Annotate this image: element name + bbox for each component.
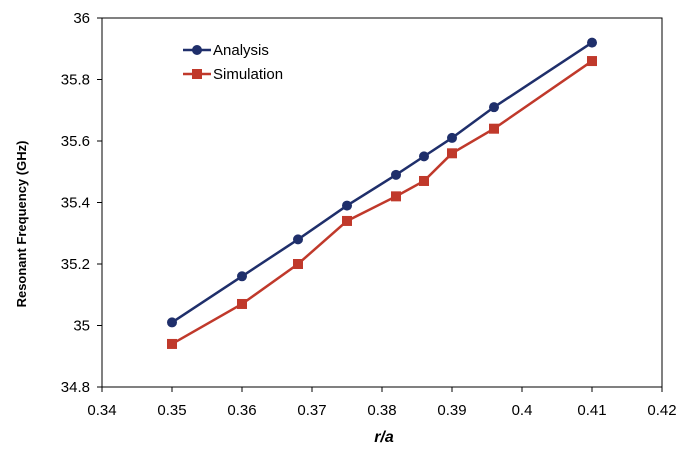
x-tick-label: 0.39 xyxy=(437,402,466,419)
x-tick-label: 0.41 xyxy=(577,402,606,419)
y-tick-label: 34.8 xyxy=(61,379,90,396)
legend-item-analysis: Analysis xyxy=(183,42,269,59)
series-layer xyxy=(167,37,597,349)
data-point xyxy=(391,169,401,180)
data-point xyxy=(587,37,597,48)
data-point xyxy=(447,148,457,159)
data-point xyxy=(167,317,177,328)
x-tick-label: 0.42 xyxy=(647,402,676,419)
x-axis-ticks: 0.34 0.35 0.36 0.37 0.38 0.39 0.4 0.41 0.42 xyxy=(87,387,677,419)
x-tick-label: 0.38 xyxy=(367,402,396,419)
y-tick-label: 36 xyxy=(73,10,90,27)
x-tick-label: 0.35 xyxy=(157,402,186,419)
data-point xyxy=(489,123,499,134)
legend-label: Analysis xyxy=(213,42,269,59)
legend-marker xyxy=(192,45,202,55)
data-point xyxy=(419,175,429,186)
data-point xyxy=(293,259,303,269)
x-axis-title: r/a xyxy=(374,429,394,446)
y-axis-title: Resonant Frequency (GHz) xyxy=(14,141,29,308)
data-point xyxy=(419,151,429,162)
legend-marker xyxy=(192,69,202,79)
data-point xyxy=(391,191,401,202)
x-tick-label: 0.4 xyxy=(512,402,533,419)
y-tick-label: 35 xyxy=(73,318,90,335)
y-axis-ticks: 34.8 35 35.2 35.4 35.6 35.8 36 xyxy=(61,10,102,396)
data-point xyxy=(167,338,177,349)
y-tick-label: 35.4 xyxy=(61,195,90,212)
data-point xyxy=(342,200,352,211)
legend-item-simulation: Simulation xyxy=(183,66,283,83)
data-point xyxy=(489,102,499,113)
x-tick-label: 0.36 xyxy=(227,402,256,419)
y-tick-label: 35.6 xyxy=(61,133,90,150)
series-simulation xyxy=(167,56,597,349)
x-tick-label: 0.37 xyxy=(297,402,326,419)
data-point xyxy=(587,56,597,67)
legend-label: Simulation xyxy=(213,66,283,83)
data-point xyxy=(342,215,352,226)
series-line xyxy=(171,60,593,346)
x-tick-label: 0.34 xyxy=(87,402,116,419)
data-point xyxy=(447,132,457,143)
plot-area-frame xyxy=(101,17,663,388)
data-point xyxy=(293,234,303,245)
y-tick-label: 35.8 xyxy=(61,72,90,89)
legend: Analysis Simulation xyxy=(183,42,283,83)
data-point xyxy=(237,271,247,282)
y-tick-label: 35.2 xyxy=(61,256,90,273)
series-line xyxy=(171,41,593,324)
series-analysis xyxy=(167,37,597,328)
data-point xyxy=(237,298,247,309)
